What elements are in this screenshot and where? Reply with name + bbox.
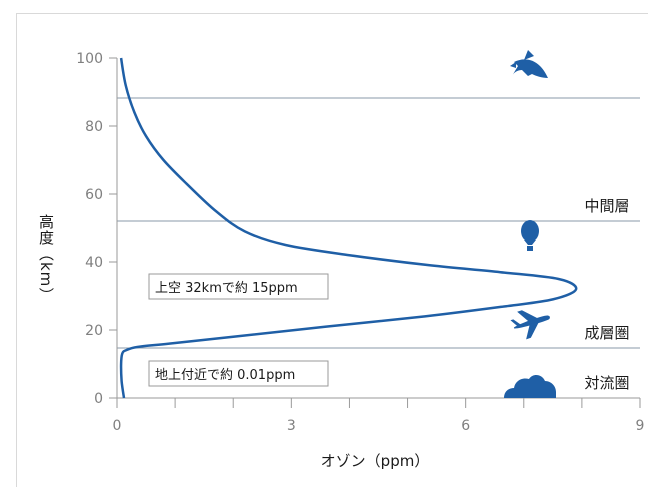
y-tick-label: 20 [85, 323, 103, 339]
layer-label-troposphere: 対流圏 [584, 374, 629, 392]
y-tick-label: 40 [85, 255, 103, 271]
y-axis-title: 高度（km） [37, 214, 55, 303]
x-axis-title: オゾン（ppm） [321, 452, 430, 470]
y-axis-title-text: 高度（km） [37, 214, 55, 303]
balloon-icon [521, 220, 539, 251]
annotation-box-peak [148, 273, 329, 300]
cloud-icon [504, 375, 556, 398]
rocket-icon [510, 50, 548, 78]
x-tick-label: 6 [461, 418, 470, 434]
x-ticks: 0 3 6 9 [113, 398, 645, 434]
annotation-peak: 上空 32kmで約 15ppm [155, 281, 298, 296]
ozone-curve [119, 57, 578, 399]
annotation-box-ground [148, 360, 329, 387]
layer-label-mesosphere: 中間層 [584, 197, 629, 215]
y-tick-label: 0 [94, 391, 103, 407]
x-tick-label: 3 [287, 418, 296, 434]
layer-label-stratosphere: 成層圏 [584, 324, 629, 342]
y-tick-label: 80 [85, 119, 103, 135]
y-tick-label: 60 [85, 187, 103, 203]
x-tick-label: 0 [113, 418, 122, 434]
x-tick-label: 9 [636, 418, 645, 434]
annotation-ground: 地上付近で約 0.01ppm [155, 368, 295, 383]
airplane-icon [510, 310, 550, 340]
chart-frame [16, 13, 648, 487]
y-ticks: 0 20 40 60 80 100 [76, 51, 117, 407]
y-tick-label: 100 [76, 51, 103, 67]
